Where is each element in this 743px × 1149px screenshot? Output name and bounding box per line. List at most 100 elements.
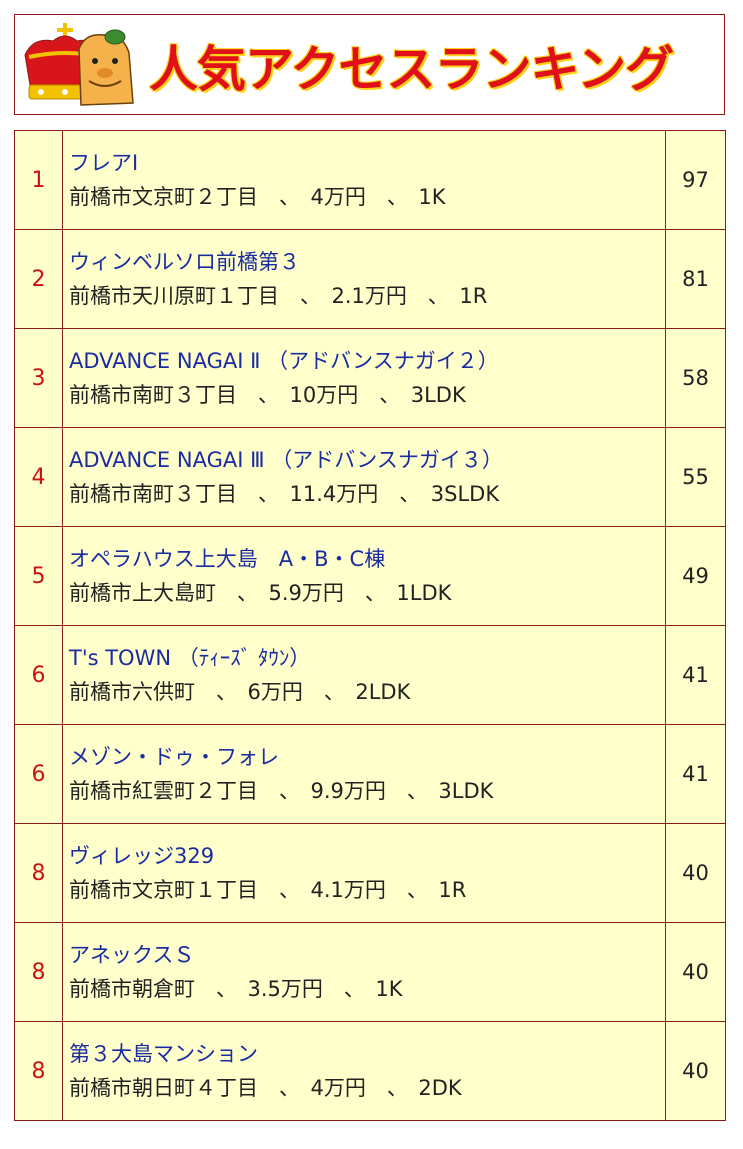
property-price: 11.4万円 [289, 482, 379, 506]
rank-number: 1 [14, 130, 63, 230]
separator: 、 [399, 482, 410, 506]
crown-mascot-icon [24, 23, 134, 106]
property-detail: 前橋市天川原町１丁目 、 2.1万円 、 1R [69, 279, 665, 313]
rank-number: 3 [14, 328, 63, 428]
property-name-link[interactable]: 第３大島マンション [69, 1042, 258, 1066]
property-address: 前橋市紅雲町２丁目 [69, 779, 258, 803]
access-count: 40 [665, 922, 726, 1022]
ranking-table: 1 フレアⅠ 前橋市文京町２丁目 、 4万円 、 1K 97 2 ウィンベルソロ前橋第３ 前… [14, 130, 726, 1121]
table-row: 4 ADVANCE NAGAI Ⅲ （アドバンスナガイ３） 前橋市南町３丁目 、 1… [14, 427, 726, 527]
property-address: 前橋市朝倉町 [69, 977, 195, 1001]
property-price: 5.9万円 [268, 581, 344, 605]
table-row: 5 オペラハウス上大島 A・B・C棟前橋市上大島町 、 5.9万円 、 1LDK 4… [14, 526, 726, 626]
property-info: メゾン・ドゥ・フォレ 前橋市紅雲町２丁目 、 9.9万円 、 3LDK [62, 724, 666, 824]
property-price: 4万円 [310, 1076, 366, 1100]
separator: 、 [379, 383, 390, 407]
property-address: 前橋市文京町２丁目 [69, 185, 258, 209]
property-price: 4万円 [310, 185, 366, 209]
property-layout: 1K [418, 185, 446, 209]
property-price: 10万円 [289, 383, 359, 407]
table-row: 8 アネックスＳ 前橋市朝倉町 、 3.5万円 、 1K 40 [14, 922, 726, 1022]
property-address: 前橋市南町３丁目 [69, 482, 237, 506]
property-info: T's TOWN （ﾃｨｰｽﾞ ﾀｳﾝ） 前橋市六供町 、 6万円 、 2LDK [62, 625, 666, 725]
table-row: 1 フレアⅠ 前橋市文京町２丁目 、 4万円 、 1K 97 [14, 130, 726, 230]
property-detail: 前橋市文京町１丁目 、 4.1万円 、 1R [69, 873, 665, 907]
rank-number: 4 [14, 427, 63, 527]
separator: 、 [386, 185, 398, 209]
separator: 、 [279, 779, 290, 803]
property-detail: 前橋市紅雲町２丁目 、 9.9万円 、 3LDK [69, 774, 665, 808]
rank-number: 5 [14, 526, 63, 626]
property-address: 前橋市朝日町４丁目 [69, 1076, 258, 1100]
property-address: 前橋市天川原町１丁目 [69, 284, 279, 308]
separator: 、 [406, 878, 418, 902]
property-layout: 2DK [418, 1076, 462, 1100]
property-address: 前橋市六供町 [69, 680, 195, 704]
property-info: ADVANCE NAGAI Ⅱ （アドバンスナガイ２） 前橋市南町３丁目 、 10… [62, 328, 666, 428]
separator: 、 [406, 779, 418, 803]
table-row: 8 第３大島マンション 前橋市朝日町４丁目 、 4万円 、 2DK 40 [14, 1021, 726, 1121]
access-count: 97 [665, 130, 726, 230]
separator: 、 [279, 1076, 290, 1100]
page-title: 人気アクセスランキング [149, 41, 674, 98]
property-info: フレアⅠ 前橋市文京町２丁目 、 4万円 、 1K [62, 130, 666, 230]
access-count: 81 [665, 229, 726, 329]
property-name-link[interactable]: フレアⅠ [69, 151, 139, 175]
access-count: 40 [665, 1021, 726, 1121]
property-detail: 前橋市南町３丁目 、 10万円 、 3LDK [69, 378, 665, 412]
access-count: 58 [665, 328, 726, 428]
property-price: 2.1万円 [331, 284, 407, 308]
separator: 、 [258, 482, 269, 506]
property-price: 3.5万円 [247, 977, 323, 1001]
property-name-link[interactable]: ADVANCE NAGAI Ⅱ （アドバンスナガイ２） [69, 349, 499, 373]
property-layout: 3LDK [438, 779, 494, 803]
rank-number: 2 [14, 229, 63, 329]
property-layout: 3SLDK [430, 482, 500, 506]
property-detail: 前橋市朝倉町 、 3.5万円 、 1K [69, 972, 665, 1006]
property-info: ウィンベルソロ前橋第３ 前橋市天川原町１丁目 、 2.1万円 、 1R [62, 229, 666, 329]
property-layout: 1R [438, 878, 467, 902]
separator: 、 [300, 284, 311, 308]
property-detail: 前橋市六供町 、 6万円 、 2LDK [69, 675, 665, 709]
table-row: 6 T's TOWN （ﾃｨｰｽﾞ ﾀｳﾝ） 前橋市六供町 、 6万円 、 2LDK… [14, 625, 726, 725]
separator: 、 [279, 878, 290, 902]
rank-number: 6 [14, 724, 63, 824]
table-row: 6 メゾン・ドゥ・フォレ 前橋市紅雲町２丁目 、 9.9万円 、 3LDK 41 [14, 724, 726, 824]
property-layout: 1K [375, 977, 403, 1001]
table-row: 8 ヴィレッジ329 前橋市文京町１丁目 、 4.1万円 、 1R 40 [14, 823, 726, 923]
property-name-link[interactable]: アネックスＳ [69, 943, 195, 967]
property-layout: 1R [459, 284, 488, 308]
property-info: アネックスＳ 前橋市朝倉町 、 3.5万円 、 1K [62, 922, 666, 1022]
property-info: ADVANCE NAGAI Ⅲ （アドバンスナガイ３） 前橋市南町３丁目 、 11… [62, 427, 666, 527]
access-count: 41 [665, 724, 726, 824]
property-info: 第３大島マンション前橋市朝日町４丁目 、 4万円 、 2DK [62, 1021, 666, 1121]
property-name-link[interactable]: T's TOWN （ﾃｨｰｽﾞ ﾀｳﾝ） [69, 646, 311, 670]
property-price: 9.9万円 [310, 779, 386, 803]
property-name-link[interactable]: ウィンベルソロ前橋第３ [69, 250, 300, 274]
separator: 、 [364, 581, 376, 605]
property-info: オペラハウス上大島 A・B・C棟前橋市上大島町 、 5.9万円 、 1LDK [62, 526, 666, 626]
property-detail: 前橋市文京町２丁目 、 4万円 、 1K [69, 180, 665, 214]
property-detail: 前橋市朝日町４丁目 、 4万円 、 2DK [69, 1071, 665, 1105]
property-name-link[interactable]: ヴィレッジ329 [69, 844, 215, 868]
property-name-link[interactable]: オペラハウス上大島 A・B・C棟 [69, 547, 386, 571]
ranking-banner: 人気アクセスランキング [14, 14, 725, 115]
rank-number: 6 [14, 625, 63, 725]
property-address: 前橋市文京町１丁目 [69, 878, 258, 902]
property-address: 前橋市南町３丁目 [69, 383, 237, 407]
property-detail: 前橋市上大島町 、 5.9万円 、 1LDK [69, 576, 665, 610]
property-layout: 3LDK [410, 383, 466, 407]
table-row: 2 ウィンベルソロ前橋第３ 前橋市天川原町１丁目 、 2.1万円 、 1R 81 [14, 229, 726, 329]
separator: 、 [216, 977, 227, 1001]
access-count: 55 [665, 427, 726, 527]
separator: 、 [279, 185, 290, 209]
separator: 、 [343, 977, 355, 1001]
separator: 、 [216, 680, 227, 704]
table-row: 3 ADVANCE NAGAI Ⅱ （アドバンスナガイ２） 前橋市南町３丁目 、 1… [14, 328, 726, 428]
property-price: 6万円 [247, 680, 303, 704]
property-name-link[interactable]: ADVANCE NAGAI Ⅲ （アドバンスナガイ３） [69, 448, 503, 472]
property-name-link[interactable]: メゾン・ドゥ・フォレ [69, 745, 279, 769]
access-count: 41 [665, 625, 726, 725]
access-count: 49 [665, 526, 726, 626]
property-price: 4.1万円 [310, 878, 386, 902]
